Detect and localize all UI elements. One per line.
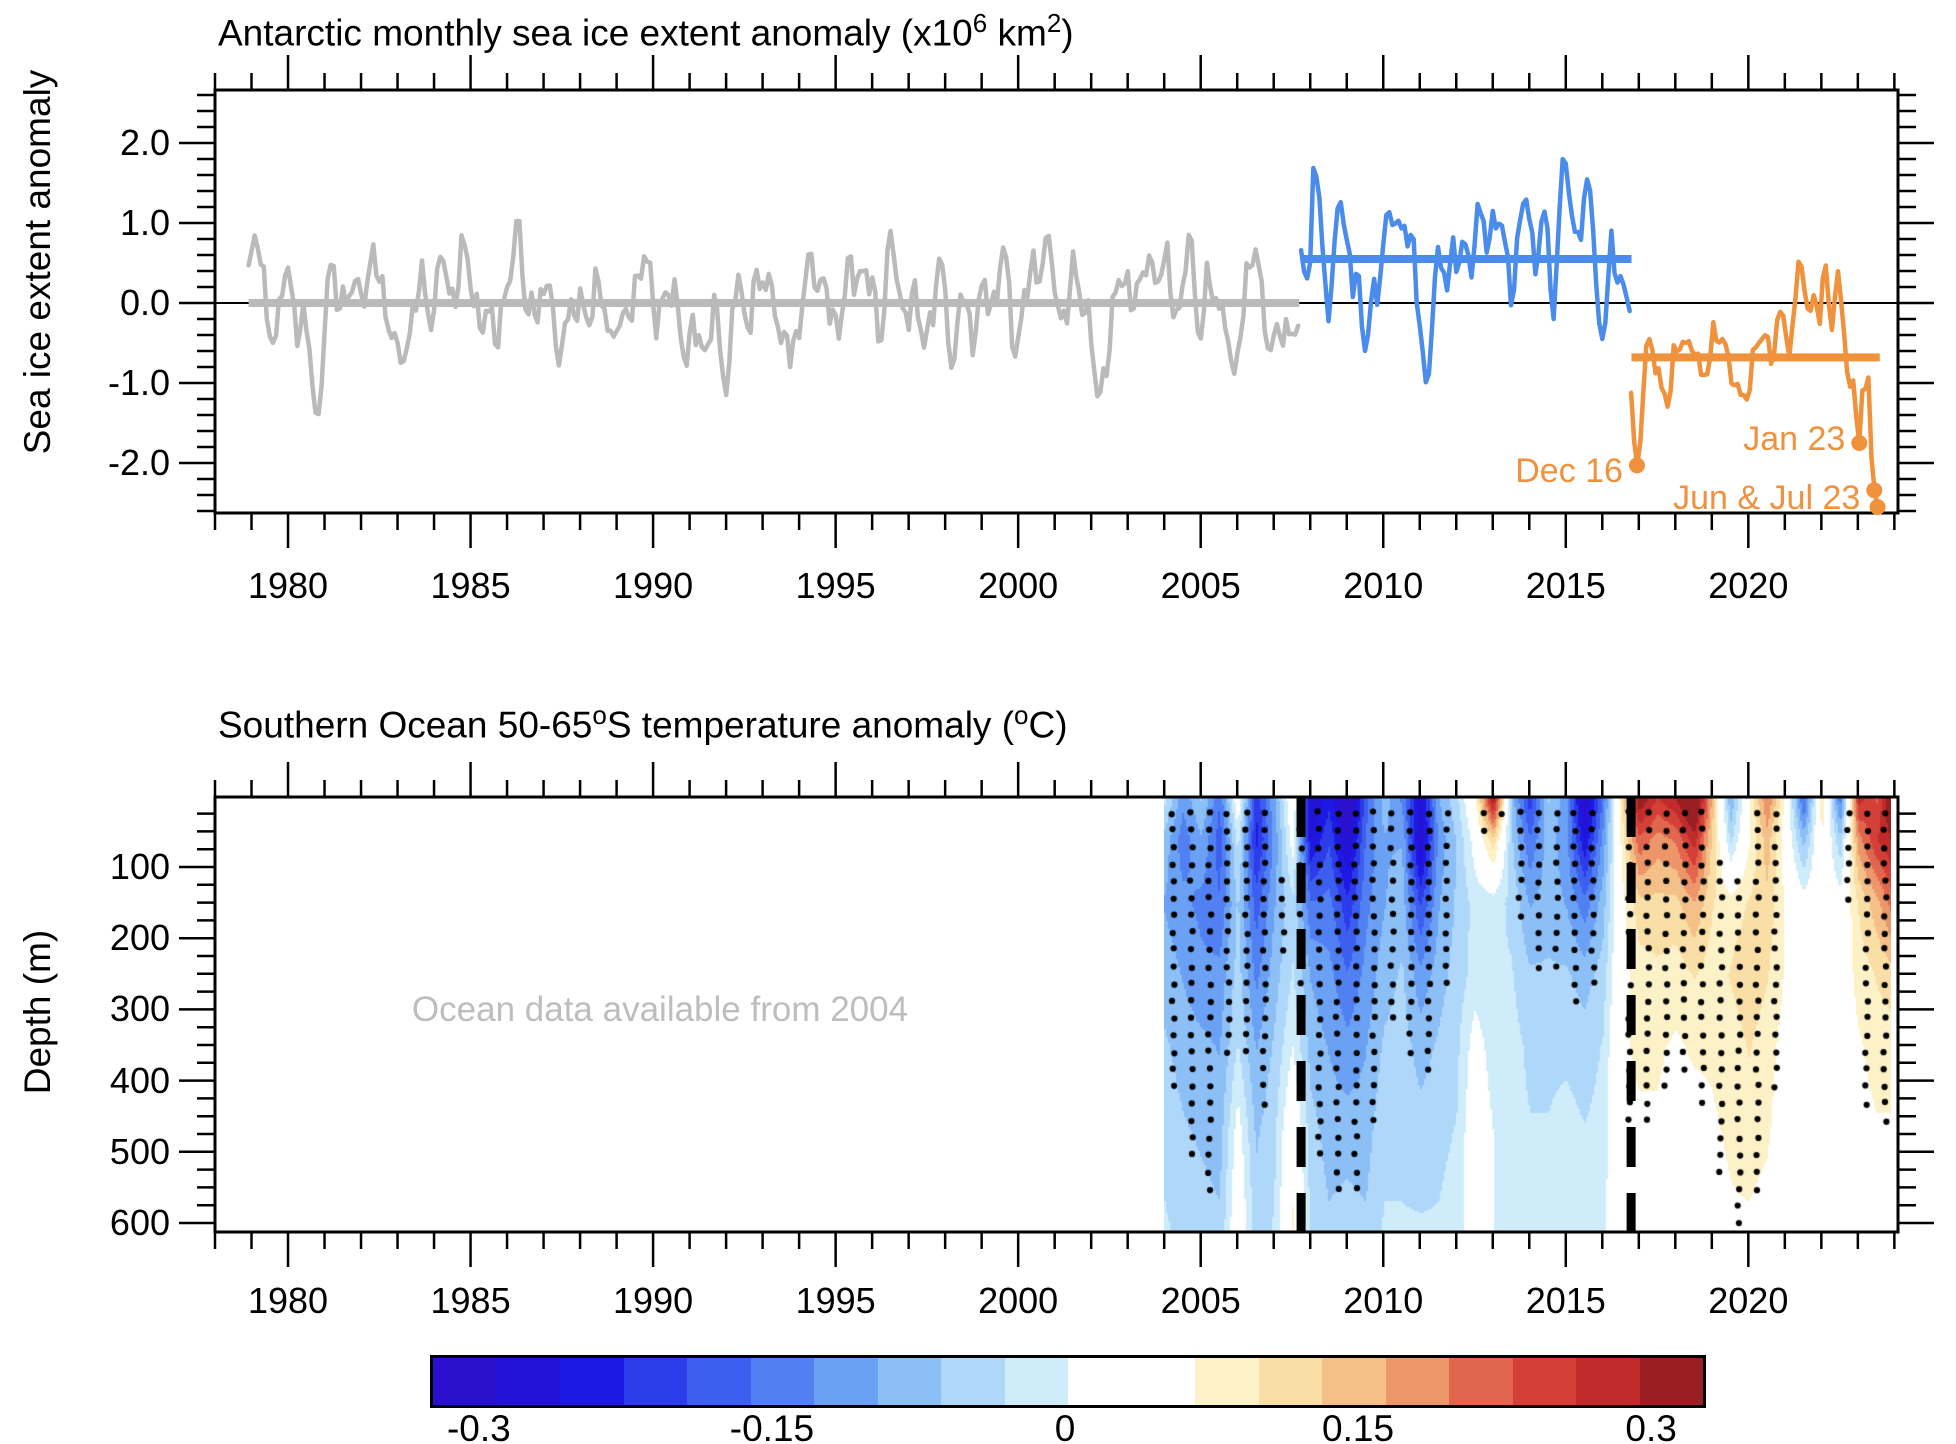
colorbar-segment bbox=[814, 1358, 878, 1405]
top-x-tick-label: 2020 bbox=[1708, 565, 1789, 606]
top-x-tick-label: 1995 bbox=[795, 565, 876, 606]
colorbar-segment bbox=[1639, 1358, 1703, 1405]
colorbar-segment bbox=[1004, 1358, 1068, 1405]
bottom-title-degree2: o bbox=[1014, 700, 1029, 730]
bottom-title-text: Southern Ocean 50-65 bbox=[218, 704, 593, 746]
annotation-dec-16: Dec 16 bbox=[1515, 452, 1623, 491]
bottom-x-tick-label: 2005 bbox=[1160, 1280, 1241, 1321]
colorbar-segment bbox=[1068, 1358, 1132, 1405]
colorbar-segment bbox=[1131, 1358, 1195, 1405]
colorbar-segment bbox=[1385, 1358, 1449, 1405]
colorbar-tick-label: 0.15 bbox=[1322, 1408, 1395, 1444]
top-title-exponent: 6 bbox=[972, 8, 988, 38]
top-x-tick-label: 2010 bbox=[1343, 565, 1424, 606]
bottom-x-tick-label: 2020 bbox=[1708, 1280, 1789, 1321]
colorbar-segment bbox=[1576, 1358, 1640, 1405]
top-panel-frame bbox=[213, 88, 1900, 515]
colorbar-segment bbox=[433, 1358, 497, 1405]
record-low-dot bbox=[1628, 457, 1645, 474]
top-x-tick-label: 2015 bbox=[1525, 565, 1606, 606]
colorbar-segment bbox=[941, 1358, 1005, 1405]
colorbar-tick-label: -0.3 bbox=[446, 1408, 511, 1444]
colorbar-segment bbox=[687, 1358, 751, 1405]
colorbar-segment bbox=[560, 1358, 624, 1405]
bottom-x-tick-label: 1980 bbox=[247, 1280, 329, 1321]
colorbar-segment bbox=[496, 1358, 560, 1405]
sea-ice-series-gray bbox=[246, 218, 1301, 417]
top-title-text: Antarctic monthly sea ice extent anomaly… bbox=[218, 12, 973, 54]
bottom-x-tick-label: 2000 bbox=[978, 1280, 1059, 1321]
bottom-x-tick-label: 2015 bbox=[1525, 1280, 1606, 1321]
annotation-jun-jul-23: Jun & Jul 23 bbox=[1673, 479, 1861, 518]
bottom-x-tick-label: 2010 bbox=[1343, 1280, 1424, 1321]
ocean-data-note: Ocean data available from 2004 bbox=[411, 990, 909, 1029]
top-title-units: km bbox=[987, 12, 1047, 54]
top-x-tick-label: 1980 bbox=[247, 565, 329, 606]
bottom-title-close: C) bbox=[1028, 704, 1068, 746]
top-y-tick-label: 0.0 bbox=[119, 282, 170, 323]
top-y-tick-label: -1.0 bbox=[107, 362, 170, 403]
depth-tick-label: 100 bbox=[109, 846, 170, 887]
sea-ice-series-orange bbox=[1628, 259, 1880, 510]
bottom-x-tick-label: 1995 bbox=[795, 1280, 876, 1321]
bottom-title-text2: S temperature anomaly ( bbox=[606, 704, 1015, 746]
depth-tick-label: 600 bbox=[109, 1202, 170, 1243]
depth-tick-label: 300 bbox=[109, 988, 170, 1030]
colorbar-tick-label: 0 bbox=[1054, 1408, 1076, 1444]
record-low-dot bbox=[1851, 435, 1868, 451]
top-y-tick-label: 2.0 bbox=[119, 122, 170, 163]
top-x-tick-label: 1990 bbox=[613, 565, 694, 606]
sea-ice-series-blue bbox=[1298, 156, 1632, 385]
record-low-dot bbox=[1866, 482, 1883, 499]
colorbar-segment bbox=[623, 1358, 687, 1405]
colorbar-tick-label: -0.15 bbox=[729, 1408, 815, 1444]
bottom-panel-frame bbox=[213, 795, 1900, 1234]
depth-tick-label: 200 bbox=[109, 917, 170, 959]
bottom-title-degree: o bbox=[592, 700, 607, 730]
top-title-exponent2: 2 bbox=[1046, 8, 1062, 38]
bottom-panel-title: Southern Ocean 50-65oS temperature anoma… bbox=[218, 700, 1068, 746]
colorbar-segment bbox=[1449, 1358, 1513, 1405]
top-panel-title: Antarctic monthly sea ice extent anomaly… bbox=[218, 8, 1074, 54]
depth-tick-label: 400 bbox=[109, 1059, 170, 1101]
colorbar-segment bbox=[1195, 1358, 1259, 1405]
ocean-heatmap-canvas bbox=[1164, 797, 1892, 1232]
record-low-dot bbox=[1869, 499, 1886, 515]
top-x-tick-label: 2005 bbox=[1160, 565, 1241, 606]
colorbar-segment bbox=[1322, 1358, 1386, 1405]
colorbar-segment bbox=[1258, 1358, 1322, 1405]
bottom-x-tick-label: 1985 bbox=[430, 1280, 511, 1321]
colorbar-tick-label: 0.3 bbox=[1625, 1408, 1677, 1444]
colorbar bbox=[430, 1355, 1706, 1408]
colorbar-segment bbox=[877, 1358, 941, 1405]
annotation-jan-23: Jan 23 bbox=[1743, 420, 1846, 458]
colorbar-segment bbox=[750, 1358, 814, 1405]
bottom-x-tick-label: 1990 bbox=[613, 1280, 694, 1321]
depth-tick-label: 500 bbox=[109, 1130, 170, 1172]
top-x-tick-label: 2000 bbox=[978, 565, 1059, 606]
top-y-tick-label: 1.0 bbox=[119, 202, 170, 243]
top-y-tick-label: -2.0 bbox=[107, 442, 170, 483]
top-title-close: ) bbox=[1061, 12, 1074, 54]
colorbar-segment bbox=[1512, 1358, 1576, 1405]
top-x-tick-label: 1985 bbox=[430, 565, 511, 606]
